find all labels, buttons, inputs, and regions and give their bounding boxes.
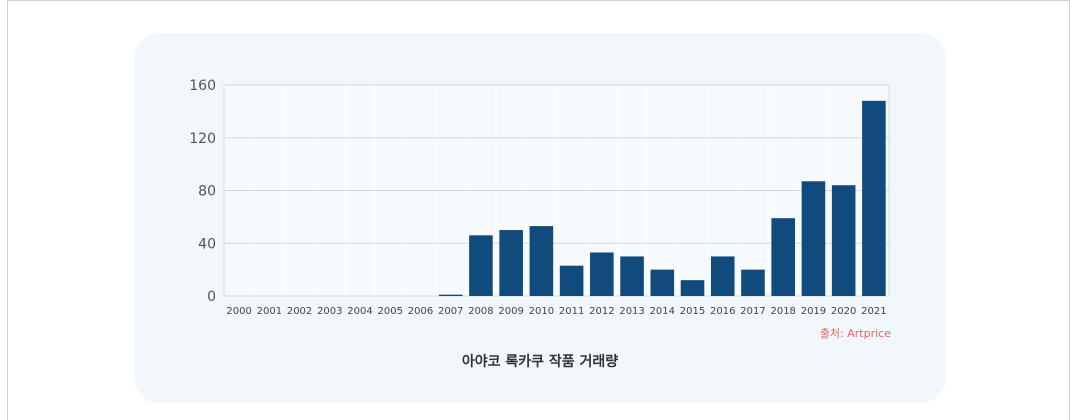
bar-2012 — [590, 252, 614, 296]
bar-chart: 0 40 80 120 160 2000 2001 2002 2003 2004 2005 2006… — [189, 78, 890, 317]
y-tick-label: 40 — [198, 236, 216, 252]
x-tick-label: 2001 — [257, 306, 282, 317]
x-tick-label: 2019 — [801, 306, 826, 317]
chart-bars — [438, 100, 886, 296]
y-tick-label: 160 — [189, 78, 216, 94]
y-axis-ticks: 0 40 80 120 160 — [189, 78, 216, 305]
bar-2013 — [620, 256, 644, 296]
x-tick-label: 2018 — [770, 306, 795, 317]
bar-2021 — [862, 100, 886, 296]
page-frame — [7, 0, 1070, 420]
y-tick-label: 120 — [189, 131, 216, 147]
x-tick-label: 2013 — [619, 306, 644, 317]
x-tick-label: 2011 — [559, 306, 584, 317]
source-note: 출처: Artprice — [819, 327, 891, 340]
bar-2011 — [559, 265, 584, 296]
bar-2009 — [499, 230, 523, 296]
x-tick-label: 2021 — [861, 306, 886, 317]
bar-2017 — [741, 269, 765, 296]
bar-2016 — [710, 256, 735, 296]
x-tick-label: 2008 — [468, 306, 493, 317]
x-tick-label: 2004 — [347, 306, 372, 317]
bar-2008 — [469, 235, 493, 296]
x-tick-label: 2009 — [498, 306, 523, 317]
bar-2020 — [831, 185, 856, 296]
chart-title: 아야코 록카쿠 작품 거래량 — [461, 354, 619, 370]
x-tick-label: 2012 — [589, 306, 614, 317]
x-tick-label: 2014 — [650, 306, 675, 317]
x-tick-label: 2005 — [378, 306, 403, 317]
x-tick-label: 2015 — [680, 306, 705, 317]
x-tick-label: 2000 — [226, 306, 251, 317]
bar-2010 — [529, 226, 554, 296]
x-tick-label: 2017 — [740, 306, 765, 317]
y-tick-label: 0 — [207, 289, 216, 305]
x-tick-label: 2020 — [831, 306, 856, 317]
x-axis-ticks: 2000 2001 2002 2003 2004 2005 2006 2007 2008 2009… — [226, 306, 886, 317]
x-tick-label: 2010 — [529, 306, 554, 317]
bar-2018 — [771, 218, 795, 296]
x-tick-label: 2003 — [317, 306, 342, 317]
bar-2019 — [801, 181, 826, 296]
x-tick-label: 2007 — [438, 306, 463, 317]
y-tick-label: 80 — [198, 184, 216, 200]
chart-card: 0 40 80 120 160 2000 2001 2002 2003 2004 2005 2006… — [134, 33, 946, 403]
bar-2007 — [438, 294, 463, 296]
x-tick-label: 2002 — [287, 306, 312, 317]
bar-2015 — [680, 280, 705, 296]
x-tick-label: 2006 — [408, 306, 433, 317]
x-tick-label: 2016 — [710, 306, 735, 317]
bar-2014 — [650, 269, 675, 296]
